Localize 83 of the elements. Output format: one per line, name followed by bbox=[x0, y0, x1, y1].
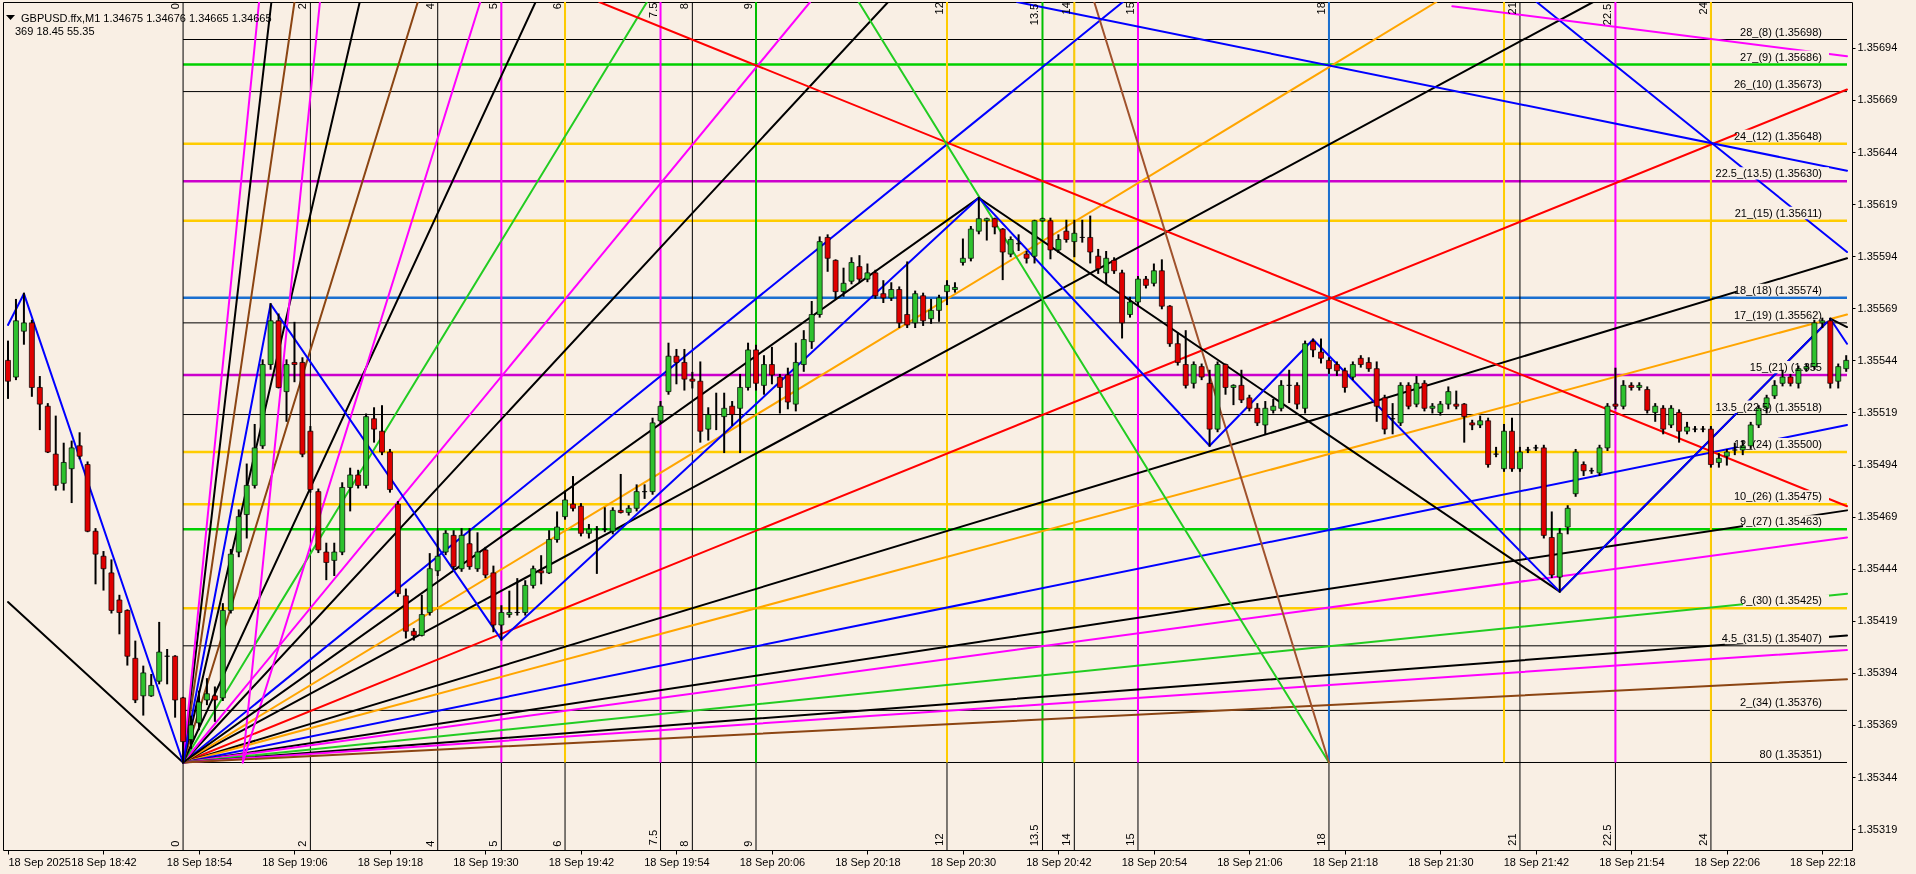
annotation: 22.5 bbox=[1601, 3, 1614, 26]
y-tick-label: 1.35494 bbox=[1857, 458, 1898, 471]
x-tick-label: 18 Sep 21:30 bbox=[1408, 855, 1474, 868]
x-tick-label: 18 Sep 21:18 bbox=[1312, 855, 1379, 868]
ref-line-label: 27_(9) (1.35686) bbox=[1740, 50, 1822, 63]
x-tick-label: 18 Sep 21:06 bbox=[1217, 855, 1283, 868]
annotation: 4 bbox=[423, 3, 436, 10]
annotation: 4 bbox=[423, 840, 436, 847]
annotation: 18 bbox=[1314, 2, 1327, 15]
annotation: 9 bbox=[742, 840, 755, 847]
ref-line-label: 17_(19) (1.35562) bbox=[1733, 308, 1822, 321]
y-tick-label: 1.35669 bbox=[1857, 93, 1898, 106]
ref-line-label: 24_(12) (1.35648) bbox=[1733, 129, 1822, 142]
ref-line-label: 4.5_(31.5) (1.35407) bbox=[1721, 631, 1822, 644]
annotation: 0 bbox=[169, 3, 182, 10]
x-tick-label: 18 Sep 19:06 bbox=[262, 855, 328, 868]
y-tick-label: 1.35469 bbox=[1857, 510, 1898, 523]
annotation: 21 bbox=[1505, 833, 1518, 846]
annotation: 21 bbox=[1505, 2, 1518, 15]
x-tick-label: 18 Sep 21:42 bbox=[1503, 855, 1570, 868]
y-tick-label: 1.35644 bbox=[1857, 145, 1898, 158]
annotation: 9 bbox=[742, 3, 755, 10]
x-tick-label: 18 Sep 20:30 bbox=[930, 855, 997, 868]
ref-line-label: 6_(30) (1.35425) bbox=[1740, 594, 1822, 607]
x-tick-label: 18 Sep 19:54 bbox=[644, 855, 710, 868]
annotation: 24 bbox=[1696, 833, 1709, 846]
ref-line-label: 2_(34) (1.35376) bbox=[1740, 696, 1822, 709]
x-tick-label: 18 Sep 18:54 bbox=[166, 855, 233, 868]
ref-line-label: 18_(18) (1.35574) bbox=[1733, 283, 1822, 296]
annotation: 6 bbox=[551, 3, 564, 10]
annotation: 5 bbox=[487, 840, 500, 847]
y-tick-label: 1.35419 bbox=[1857, 614, 1898, 627]
x-tick-label: 18 Sep 20:18 bbox=[835, 855, 901, 868]
x-tick-label: 18 Sep 19:30 bbox=[453, 855, 519, 868]
annotation: 15 bbox=[1123, 2, 1136, 15]
annotation: 7.5 bbox=[646, 2, 659, 18]
y-tick-label: 1.35519 bbox=[1857, 405, 1898, 418]
x-tick-label: 18 Sep 20:54 bbox=[1121, 855, 1188, 868]
annotation: 22.5 bbox=[1601, 824, 1614, 847]
y-tick-label: 1.35694 bbox=[1857, 41, 1898, 54]
y-tick-label: 1.35544 bbox=[1857, 353, 1898, 366]
annotation: 13.5 bbox=[1028, 824, 1041, 847]
y-tick-label: 1.35319 bbox=[1857, 822, 1898, 835]
x-tick-label: 18 Sep 20:06 bbox=[739, 855, 806, 868]
y-tick-label: 1.35394 bbox=[1857, 666, 1898, 679]
annotation: 2 bbox=[296, 840, 309, 847]
y-tick-label: 1.35569 bbox=[1857, 301, 1898, 314]
annotation: 2 bbox=[296, 3, 309, 10]
annotation: 0 bbox=[169, 840, 182, 847]
ref-line-label: 80 (1.35351) bbox=[1759, 748, 1822, 761]
annotation: 6 bbox=[551, 840, 564, 847]
ref-line-label: 22.5_(13.5) (1.35630) bbox=[1715, 167, 1822, 180]
x-tick-label: 18 Sep 19:18 bbox=[357, 855, 424, 868]
x-tick-label: 18 Sep 21:54 bbox=[1599, 855, 1665, 868]
y-tick-label: 1.35369 bbox=[1857, 718, 1898, 731]
ref-line-label: 26_(10) (1.35673) bbox=[1733, 77, 1822, 90]
annotation: 369 18.45 55.35 bbox=[15, 25, 95, 37]
annotation: 8 bbox=[678, 3, 691, 10]
ref-line-label: 10_(26) (1.35475) bbox=[1733, 490, 1822, 503]
annotation: 5 bbox=[487, 3, 500, 10]
x-tick-label: 18 Sep 19:42 bbox=[548, 855, 615, 868]
annotation: 14 bbox=[1060, 2, 1073, 15]
annotation: 8 bbox=[678, 840, 691, 847]
ref-line-label: 28_(8) (1.35698) bbox=[1740, 25, 1822, 38]
x-tick-label: 18 Sep 2025 bbox=[8, 855, 71, 868]
annotation: 13.5 bbox=[1028, 3, 1041, 26]
annotation: 15 bbox=[1123, 833, 1136, 846]
annotation: 12 bbox=[933, 2, 945, 15]
y-tick-label: 1.35619 bbox=[1857, 197, 1898, 210]
x-tick-label: 18 Sep 20:42 bbox=[1026, 855, 1092, 868]
y-tick-label: 1.35344 bbox=[1857, 770, 1898, 783]
annotation: 14 bbox=[1060, 833, 1073, 846]
x-tick-label: 18 Sep 18:42 bbox=[71, 855, 137, 868]
y-tick-label: 1.35594 bbox=[1857, 249, 1898, 262]
annotation: 24 bbox=[1696, 2, 1709, 15]
y-tick-label: 1.35444 bbox=[1857, 562, 1898, 575]
x-tick-label: 18 Sep 22:18 bbox=[1790, 855, 1856, 868]
ref-line-label: 21_(15) (1.35611) bbox=[1734, 206, 1822, 219]
ref-line-label: 9_(27) (1.35463) bbox=[1740, 515, 1822, 528]
annotation: 18 bbox=[1314, 833, 1327, 846]
x-tick-label: 18 Sep 22:06 bbox=[1694, 855, 1761, 868]
annotation: 12 bbox=[933, 833, 945, 846]
annotation: 7.5 bbox=[646, 829, 659, 846]
